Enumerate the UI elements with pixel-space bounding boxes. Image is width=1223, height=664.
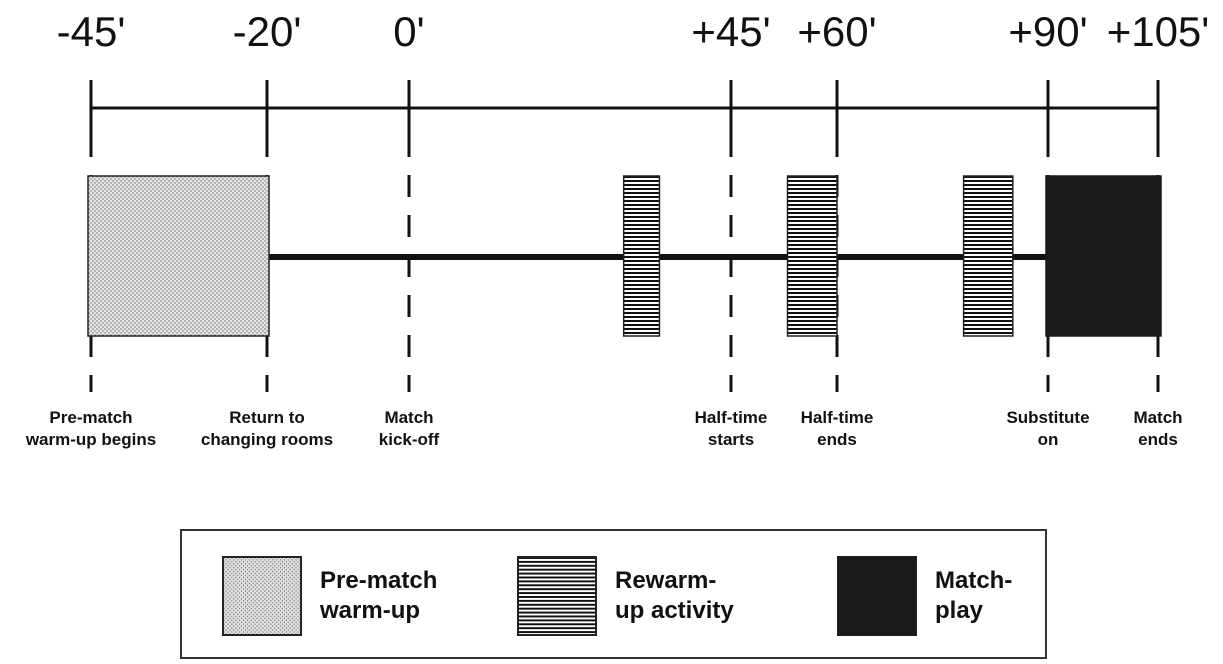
event-label-line: changing rooms (200, 430, 334, 449)
legend: Pre-match warm-up Rewarm- up activity Ma… (180, 529, 1047, 659)
activity-blocks (87, 175, 1162, 337)
event-label: Match kick-off (324, 407, 494, 451)
legend-label-rewarm: Rewarm- up activity (615, 566, 775, 626)
time-axis (89, 80, 1160, 135)
event-label-line: starts (707, 430, 755, 449)
event-label-line: Half-time (694, 408, 768, 427)
event-label-line: Half-time (800, 408, 874, 427)
legend-label-warmup-line2: warm-up (320, 597, 421, 624)
legend-label-warmup-line1: Pre-match (320, 567, 438, 594)
event-label: Return to changing rooms (182, 407, 352, 451)
legend-label-match: Match- play (935, 566, 1095, 626)
event-label: Substitute on (963, 407, 1133, 451)
event-label: Pre-match warm-up begins (6, 407, 176, 451)
legend-swatch-match (837, 556, 917, 636)
legend-label-rewarm-line2: up activity (615, 597, 734, 624)
legend-swatch-rewarm (517, 556, 597, 636)
event-label-line: on (1037, 430, 1059, 449)
rewarm-block (622, 175, 661, 337)
tick-label: -20' (232, 8, 302, 55)
tick-label: -45' (56, 8, 126, 55)
legend-label-match-line2: play (935, 597, 984, 624)
event-label-line: warm-up begins (25, 430, 157, 449)
legend-label-warmup: Pre-match warm-up (320, 566, 480, 626)
event-label: Half-time starts (646, 407, 816, 451)
tick-label: +60' (797, 8, 877, 55)
tick-label: +90' (1008, 8, 1088, 55)
event-label-line: Pre-match (49, 408, 133, 427)
rewarm-block (786, 175, 838, 337)
legend-swatch-warmup (222, 556, 302, 636)
event-label: Half-time ends (752, 407, 922, 451)
warmup-block (87, 175, 270, 337)
event-label-line: ends (1138, 430, 1178, 449)
legend-label-match-line1: Match- (935, 567, 1013, 594)
event-label-line: Match (384, 408, 434, 427)
event-label-line: kick-off (378, 430, 440, 449)
tick-label: 0' (393, 8, 425, 55)
event-label-line: Substitute (1006, 408, 1090, 427)
event-label-line: ends (817, 430, 857, 449)
legend-label-rewarm-line1: Rewarm- (615, 567, 717, 594)
match-block (1045, 175, 1162, 337)
rewarm-block (962, 175, 1014, 337)
event-label-line: Return to (229, 408, 305, 427)
event-label: Match ends (1073, 407, 1223, 451)
tick-label: +45' (691, 8, 771, 55)
event-label-line: Match (1133, 408, 1183, 427)
tick-label: +105' (1106, 8, 1210, 55)
